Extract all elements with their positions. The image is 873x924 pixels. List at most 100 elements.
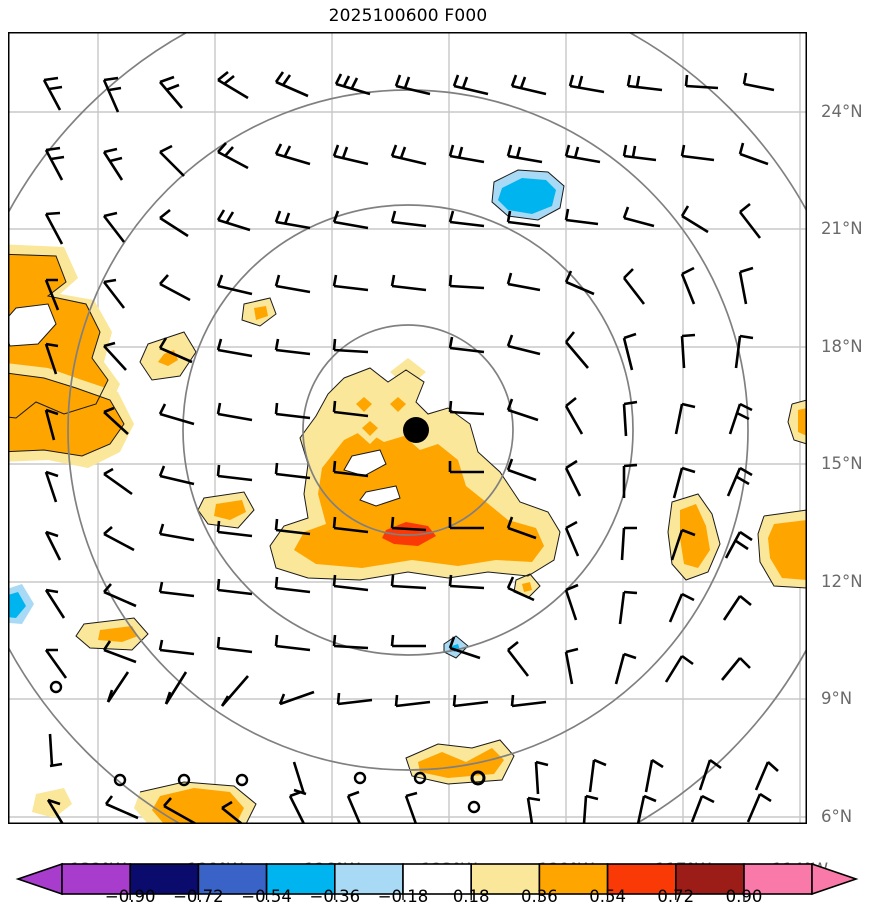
wind-barb	[332, 144, 369, 166]
wind-barb	[103, 526, 135, 552]
wind-barb	[332, 460, 369, 478]
map-canvas	[8, 32, 807, 824]
wind-barb	[448, 636, 481, 660]
wind-barb	[746, 792, 772, 823]
shade-diamond-c-core	[362, 421, 378, 436]
colorbar-tick-label: 0.72	[657, 887, 695, 906]
shade-diamond-b-core	[390, 397, 406, 412]
wind-barb	[44, 211, 64, 245]
shade-eastcentral-core	[680, 504, 710, 568]
wind-barb	[754, 761, 779, 791]
colorbar-band	[470, 863, 541, 895]
wind-barb	[564, 520, 580, 557]
wind-barb	[510, 694, 547, 708]
colorbar-under-arrow	[15, 862, 63, 896]
wind-barb	[644, 758, 664, 793]
wind-barb-field	[42, 70, 779, 824]
y-tick-label: 12°N	[821, 572, 863, 591]
wind-barb	[274, 634, 311, 652]
shaded-anomaly-fields	[8, 170, 807, 824]
wind-barb	[452, 74, 489, 96]
wind-barb	[448, 400, 485, 416]
wind-barb	[506, 334, 541, 356]
colorbar-tick-label: 0.90	[725, 887, 763, 906]
wind-barb	[690, 794, 715, 823]
wind-barb	[288, 790, 306, 824]
colorbar-tick-label: −0.54	[241, 887, 292, 906]
wind-barb	[274, 71, 309, 98]
wind-barb	[159, 274, 191, 302]
shade-west-lower-core	[8, 373, 124, 456]
wind-barb	[448, 517, 484, 530]
plot-frame	[8, 32, 807, 824]
wind-barb	[274, 143, 311, 166]
wind-barb	[274, 576, 311, 594]
wind-barb	[44, 470, 59, 503]
colorbar-band	[61, 863, 131, 895]
wind-barb	[159, 144, 185, 177]
wind-barb	[564, 396, 584, 435]
wind-barb	[742, 72, 775, 92]
wind-barb	[332, 274, 369, 292]
colorbar-band	[265, 863, 336, 895]
wind-barb	[394, 694, 431, 708]
wind-barb-calm	[353, 771, 367, 785]
y-tick-label: 9°N	[821, 689, 853, 708]
wind-barb	[526, 796, 541, 824]
wind-barb-calm	[235, 773, 249, 787]
wind-barb	[564, 459, 582, 497]
shade-south-core	[418, 748, 504, 778]
wind-barb	[274, 462, 311, 480]
wind-barb	[674, 402, 696, 435]
wind-barb	[217, 70, 249, 100]
wind-barb	[106, 671, 130, 703]
wind-barb	[332, 400, 369, 418]
wind-barb-calm	[467, 800, 481, 814]
wind-barb	[622, 332, 637, 371]
wind-barb	[216, 338, 253, 358]
colorbar-tick-label: 0.54	[589, 887, 626, 906]
chart-title: 2025100600 F000	[328, 6, 488, 26]
wind-barb	[104, 795, 139, 820]
wind-barb	[164, 671, 188, 705]
colorbar-band	[129, 863, 200, 895]
colorbar-tick-label: −0.18	[377, 887, 429, 906]
wind-barb-calm	[113, 773, 127, 787]
wind-barb	[622, 463, 638, 498]
shade-diamond-d	[390, 358, 426, 388]
wind-barb	[332, 338, 369, 354]
colorbar-band	[402, 863, 472, 895]
wind-barb	[102, 211, 126, 243]
wind-barb	[346, 790, 362, 824]
shade-east-core	[768, 520, 807, 580]
wind-barb	[510, 74, 547, 96]
wind-barb	[220, 675, 249, 707]
wind-barb	[670, 528, 696, 561]
wind-barb	[564, 144, 601, 164]
colorbar-band	[333, 863, 404, 895]
wind-barb	[390, 574, 427, 590]
wind-barb	[390, 634, 426, 648]
wind-barb	[102, 147, 124, 181]
wind-barb	[216, 274, 253, 296]
wind-barb	[390, 274, 427, 292]
wind-barb	[738, 202, 762, 239]
wind-barb	[158, 581, 195, 598]
colorbar-swatches	[15, 862, 859, 900]
y-tick-label: 15°N	[821, 454, 863, 473]
wind-barb	[568, 74, 605, 94]
wind-barb	[734, 334, 754, 369]
wind-barb	[278, 690, 315, 706]
shade-diamond-a-core	[356, 397, 372, 412]
wind-barb	[332, 574, 369, 592]
wind-barb	[738, 266, 754, 305]
wind-barb	[158, 523, 195, 542]
wind-barb	[332, 210, 369, 230]
wind-barb	[216, 636, 253, 654]
wind-barb	[448, 210, 485, 228]
wind-barb-calm	[413, 771, 427, 785]
wind-barb	[332, 516, 369, 534]
wind-barb	[448, 274, 485, 290]
shade-neg-north-core	[498, 178, 556, 214]
wind-barb-calm	[470, 770, 486, 786]
